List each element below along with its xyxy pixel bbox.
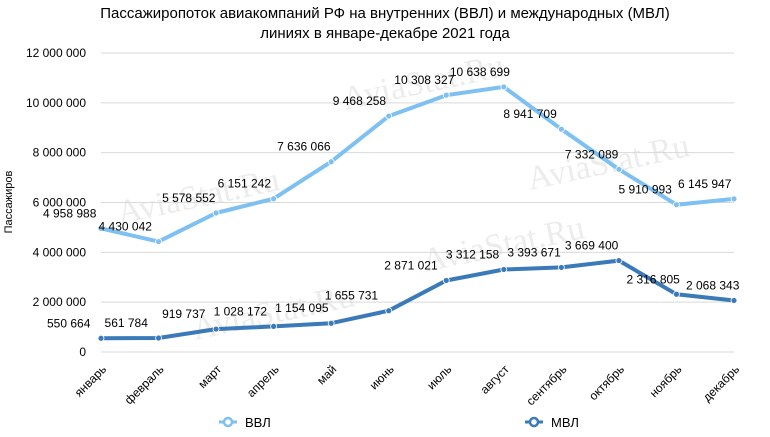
data-point: [615, 165, 623, 173]
chart-title-line-2: линиях в январе-декабре 2021 года: [260, 25, 510, 42]
data-point: [557, 125, 565, 133]
data-point: [442, 277, 450, 284]
chart-title: Пассажиропоток авиакомпаний РФ на внутре…: [0, 4, 770, 44]
x-tick-label: октябрь: [586, 362, 627, 403]
x-tick-label: ноябрь: [647, 362, 685, 400]
y-tick-label: 12 000 000: [26, 46, 86, 60]
data-label: 3 669 400: [565, 239, 619, 253]
data-point: [730, 195, 738, 203]
data-label: 5 578 552: [162, 191, 216, 205]
series-line-1: [99, 84, 736, 244]
x-tick-label: март: [195, 362, 224, 391]
data-point: [327, 158, 335, 166]
data-point: [155, 334, 162, 342]
data-label: 6 145 947: [678, 177, 732, 191]
data-label: 1 028 172: [214, 304, 268, 318]
grid: [101, 52, 734, 353]
y-tick-label: 4 000 000: [33, 245, 87, 259]
data-point: [212, 209, 220, 217]
data-label: 2 871 021: [384, 258, 438, 272]
series-layer: [97, 83, 738, 342]
data-point: [327, 319, 335, 327]
y-tick-label: 0: [79, 345, 86, 359]
data-point: [557, 264, 565, 271]
legend-label: ВВЛ: [245, 415, 271, 430]
data-label: 10 638 699: [450, 65, 510, 79]
y-tick-label: 8 000 000: [33, 146, 87, 160]
y-tick-label: 2 000 000: [33, 295, 87, 309]
data-label: 5 910 993: [618, 183, 672, 197]
x-tick-label: февраль: [122, 362, 167, 407]
x-tick-label: август: [477, 362, 512, 397]
data-label: 561 784: [105, 316, 149, 330]
chart-title-line-1: Пассажиропоток авиакомпаний РФ на внутре…: [100, 5, 670, 22]
data-label: 4 430 042: [99, 220, 153, 234]
data-label: 7 636 066: [277, 140, 331, 154]
series-line-2: [99, 258, 736, 341]
data-label: 3 393 671: [507, 245, 561, 259]
data-label: 3 312 158: [446, 247, 500, 261]
legend-marker: [528, 416, 540, 428]
data-point: [442, 91, 450, 99]
data-point: [155, 238, 162, 246]
x-tick-label: июнь: [367, 362, 397, 392]
data-label: 9 468 258: [333, 94, 387, 108]
x-tick-label: декабрь: [700, 362, 742, 404]
data-point: [97, 225, 105, 232]
y-axis-title: Пассажиров: [3, 170, 15, 233]
x-tick-label: май: [314, 362, 339, 387]
y-tick-label: 6 000 000: [33, 196, 87, 210]
x-tick-label: сентябрь: [523, 362, 569, 408]
data-point: [730, 297, 738, 304]
legend-label: МВЛ: [551, 415, 579, 430]
y-tick-label: 10 000 000: [26, 96, 86, 110]
y-axis: 0 2 000 000 4 000 000 6 000 000 8 000 000 10 …: [26, 46, 86, 359]
data-label: 550 664: [47, 316, 91, 330]
data-point: [270, 195, 278, 203]
x-tick-label: апрель: [244, 362, 282, 400]
data-point: [270, 322, 278, 330]
data-point: [385, 112, 393, 120]
data-point: [500, 266, 508, 273]
data-point: [500, 83, 508, 91]
data-point: [97, 334, 105, 342]
legend: ВВЛ МВЛ: [219, 415, 579, 430]
data-point: [212, 325, 220, 333]
x-axis: январь февраль март апрель май июнь июль август…: [72, 362, 742, 408]
data-label: 8 941 709: [503, 107, 557, 121]
data-point: [673, 201, 680, 209]
data-point: [615, 257, 623, 264]
data-label: 10 308 327: [394, 73, 454, 87]
x-tick-label: январь: [72, 362, 109, 399]
data-label: 919 737: [162, 307, 206, 321]
data-label: 6 151 242: [218, 177, 272, 191]
data-point: [385, 307, 393, 315]
x-tick-label: июль: [424, 362, 454, 392]
data-label: 4 958 988: [43, 206, 97, 220]
data-label: 2 316 805: [626, 272, 680, 286]
data-label: 1 154 095: [275, 301, 329, 315]
data-label: 1 655 731: [325, 289, 379, 303]
data-label: 7 332 089: [565, 147, 619, 161]
data-point: [673, 290, 680, 298]
data-label: 2 068 343: [686, 278, 740, 292]
legend-marker: [222, 416, 234, 428]
